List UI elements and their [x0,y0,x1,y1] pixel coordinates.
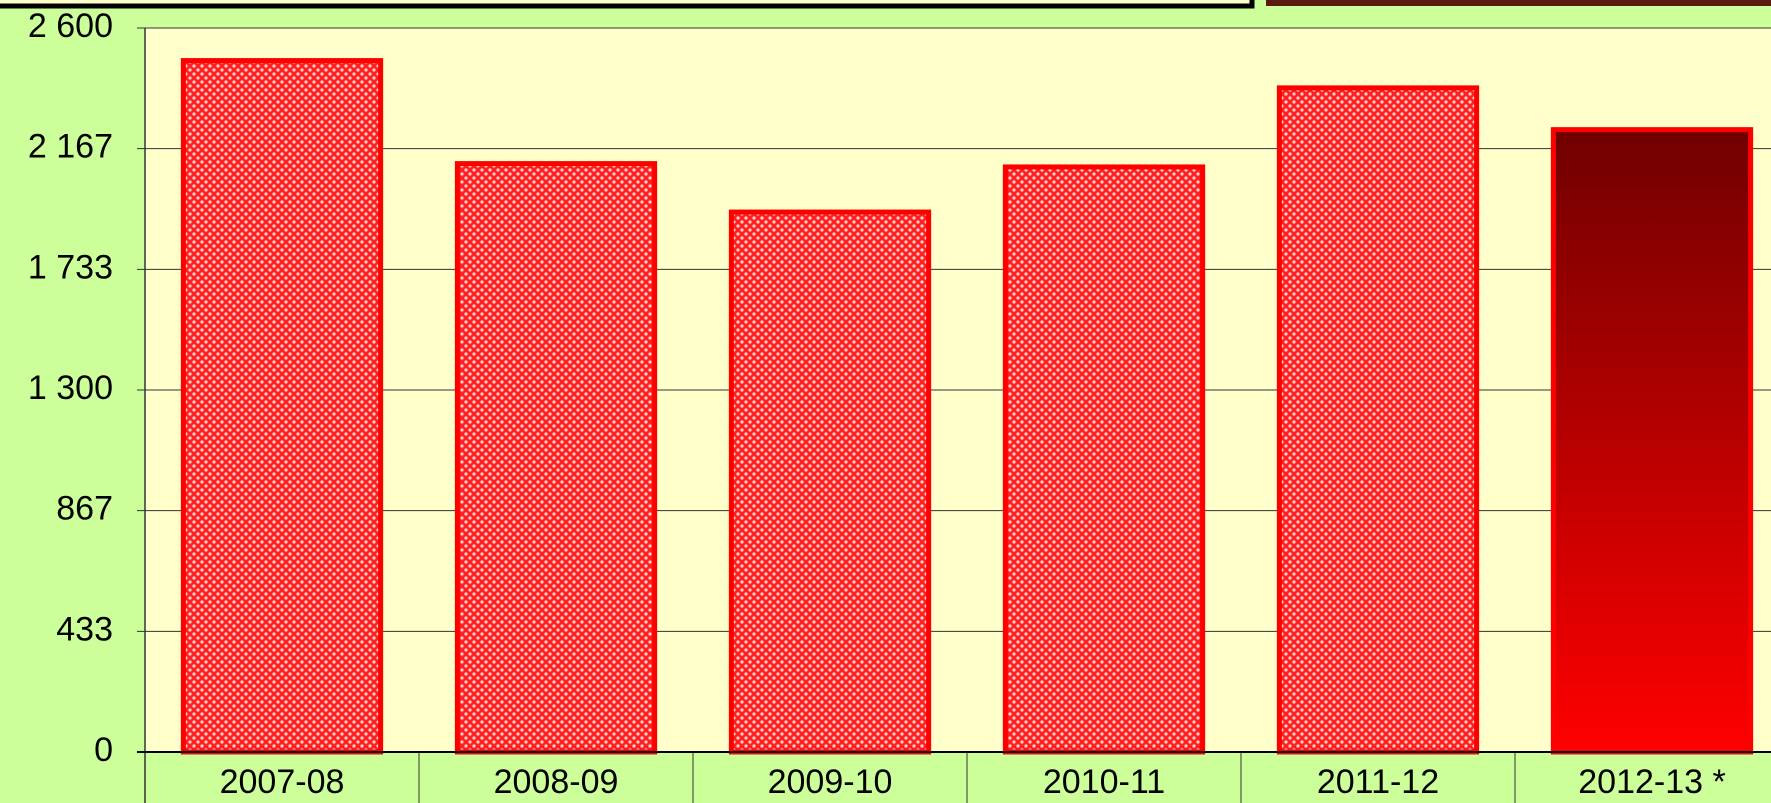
y-tick-label: 1 300 [28,369,113,407]
y-tick-label: 2 600 [28,7,113,45]
y-tick-label: 2 167 [28,128,113,166]
x-tick-label: 2007-08 [220,763,345,801]
x-tick-label: 2009-10 [768,763,893,801]
bar [1550,127,1754,755]
bar [1276,85,1480,755]
bar [1002,164,1206,755]
bar [454,161,658,755]
x-tick-label: 2010-11 [1043,763,1165,801]
x-tick-label: 2012-13 * [1578,763,1725,801]
x-tick-label: 2008-09 [494,763,619,801]
bar [728,209,932,755]
y-tick-label: 867 [56,490,113,528]
bar [180,58,384,755]
x-tick-label: 2011-12 [1317,763,1439,801]
y-tick-label: 1 733 [28,248,113,286]
title-box [0,0,1255,9]
photo [1266,0,1771,6]
y-tick-label: 0 [94,731,113,769]
y-tick-label: 433 [56,610,113,648]
